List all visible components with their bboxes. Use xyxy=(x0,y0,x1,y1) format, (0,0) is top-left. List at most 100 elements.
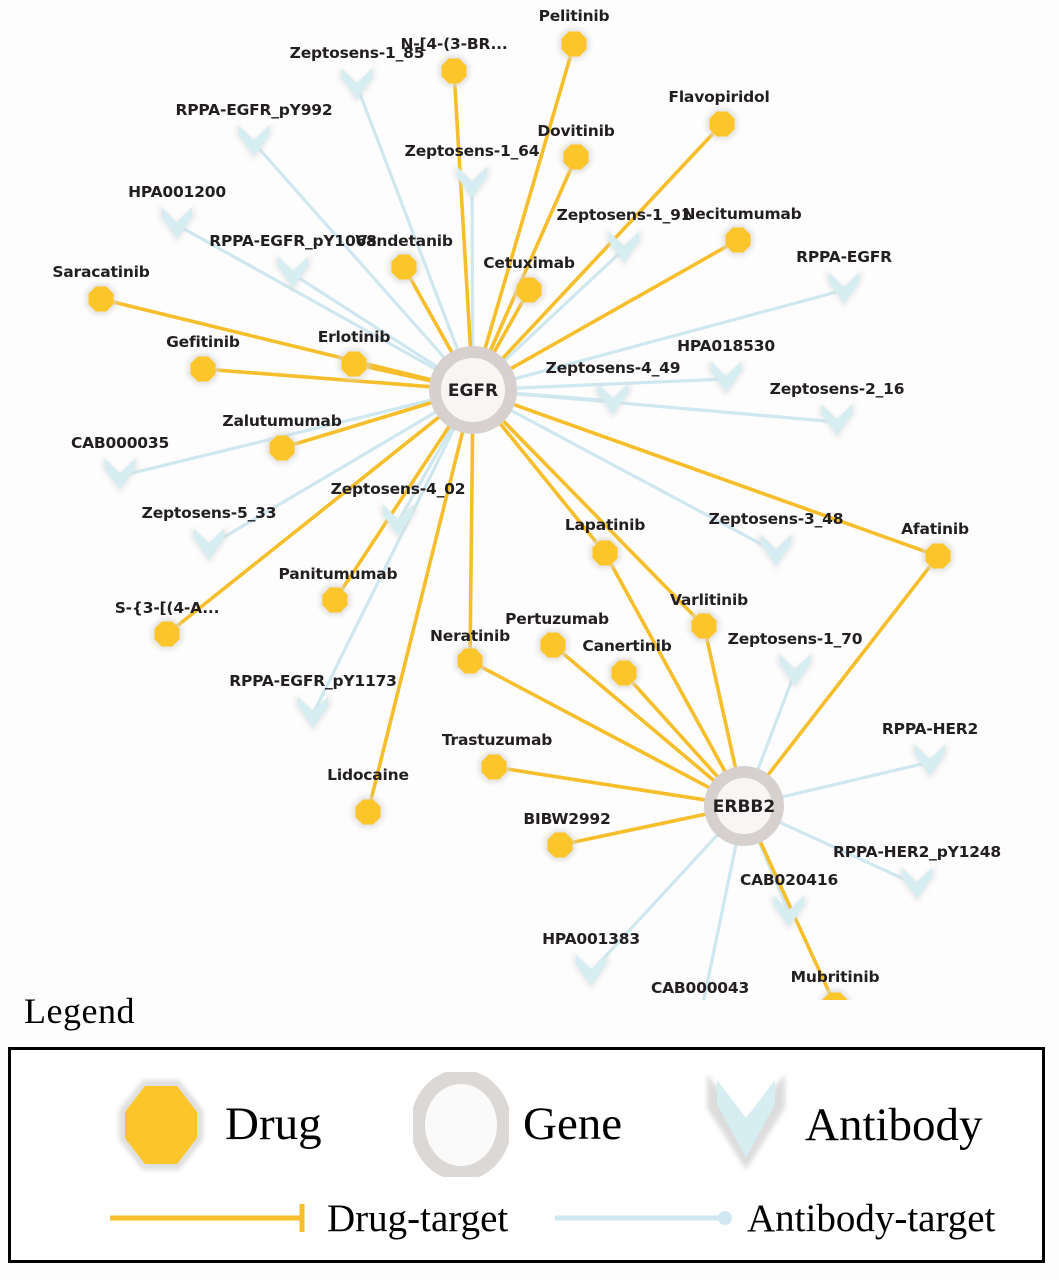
drug-node xyxy=(725,227,751,253)
drug-node xyxy=(691,613,717,639)
antibody-node xyxy=(105,458,135,490)
drug-node xyxy=(925,543,951,569)
drug-node xyxy=(481,754,507,780)
drug-node xyxy=(391,254,417,280)
drug-node xyxy=(355,799,381,825)
drug-label: Saracatinib xyxy=(52,263,150,281)
antibody-nodes xyxy=(102,66,948,1000)
legend-label-gene: Gene xyxy=(523,1098,623,1150)
drug-node xyxy=(592,540,618,566)
drug-node xyxy=(709,111,735,137)
antibody-icon xyxy=(707,1074,785,1170)
drug-node xyxy=(154,621,180,647)
drug-label: Pertuzumab xyxy=(505,610,609,628)
legend-item-drug-target: Drug-target xyxy=(106,1198,508,1238)
gene-node-core xyxy=(717,779,771,833)
antibody-node xyxy=(194,528,224,560)
drug-node xyxy=(561,31,587,57)
antibody-label: Zeptosens-2_16 xyxy=(769,380,905,398)
drug-label: Necitumumab xyxy=(682,205,802,223)
antibody-label: HPA001383 xyxy=(542,930,640,948)
drug-node xyxy=(822,992,848,1000)
drug-label: Lapatinib xyxy=(564,516,646,534)
antibody-node xyxy=(576,954,606,986)
antibody-target-edge-icon xyxy=(555,1211,732,1225)
antibody-node xyxy=(780,654,810,686)
drug-node xyxy=(322,587,348,613)
legend-label-antibody-target: Antibody-target xyxy=(747,1196,996,1240)
antibody-label: CAB000043 xyxy=(650,979,750,997)
antibody-node xyxy=(598,383,628,415)
antibody-label: Zeptosens-5_33 xyxy=(141,504,277,522)
drug-node xyxy=(611,660,637,686)
drug-label: Cetuximab xyxy=(483,254,575,272)
drug-icon xyxy=(119,1080,203,1170)
legend-label-antibody: Antibody xyxy=(805,1098,983,1151)
drug-node xyxy=(547,832,573,858)
antibody-label: CAB000035 xyxy=(70,434,170,452)
antibody-node xyxy=(774,895,804,927)
antibody-node xyxy=(383,504,413,536)
drug-target-edge-icon xyxy=(110,1204,305,1232)
drug-node xyxy=(563,144,589,170)
antibody-label: HPA001200 xyxy=(128,183,226,201)
drug-node xyxy=(341,351,367,377)
drug-label: Trastuzumab xyxy=(441,731,553,749)
legend-item-drug: Drug xyxy=(111,1072,322,1177)
antibody-label: Zeptosens-3_48 xyxy=(708,510,844,528)
drug-edges xyxy=(99,42,940,1000)
drug-label: N-[4-(3-BR... xyxy=(400,35,508,53)
drug-label: Afatinib xyxy=(901,520,969,538)
antibody-node xyxy=(162,207,192,239)
antibody-edges xyxy=(118,84,932,1000)
antibody-label: Zeptosens-1_85 xyxy=(289,44,425,62)
legend-box: Drug Gene Antibody xyxy=(8,1047,1045,1263)
legend-item-antibody: Antibody xyxy=(701,1070,983,1180)
drug-label: Erlotinib xyxy=(317,328,391,346)
legend-edge-row: Drug-target Antibody-target xyxy=(11,1188,1042,1258)
gene-nodes xyxy=(429,346,784,846)
drug-label: Neratinib xyxy=(430,627,510,645)
drug-label: Zalutumumab xyxy=(222,412,342,430)
legend-item-gene: Gene xyxy=(413,1072,622,1177)
antibody-label: HPA018530 xyxy=(677,337,775,355)
legend-item-antibody-target: Antibody-target xyxy=(551,1198,995,1238)
antibody-label: RPPA-EGFR_pY992 xyxy=(175,101,333,119)
drug-nodes xyxy=(85,28,954,1000)
legend-title: Legend xyxy=(24,991,135,1031)
antibody-label: RPPA-EGFR_pY1068 xyxy=(209,232,377,250)
drug-node xyxy=(269,435,295,461)
gene-node-core xyxy=(442,359,504,421)
gene-label: ERBB2 xyxy=(713,797,775,817)
drug-node xyxy=(441,58,467,84)
antibody-label: Zeptosens-1_70 xyxy=(727,630,863,648)
drug-label: S-{3-[(4-A... xyxy=(114,599,220,617)
drug-label: Canertinib xyxy=(582,637,672,655)
antibody-node xyxy=(457,166,487,198)
gene-label: EGFR xyxy=(448,381,498,401)
drug-label: Flavopiridol xyxy=(668,88,770,106)
antibody-node xyxy=(822,404,852,436)
drug-node xyxy=(516,277,542,303)
antibody-label: RPPA-HER2_pY1248 xyxy=(833,843,1001,861)
drug-label: BIBW2992 xyxy=(523,810,611,828)
antibody-node xyxy=(915,744,945,776)
drug-label: Panitumumab xyxy=(278,565,398,583)
drug-label: Varlitinib xyxy=(669,591,749,609)
legend: Legend Drug Gene xyxy=(0,990,1059,1263)
gene-icon xyxy=(413,1072,509,1177)
antibody-label: Zeptosens-4_02 xyxy=(330,480,466,498)
antibody-label: RPPA-EGFR xyxy=(796,248,892,266)
drug-label: Lidocaine xyxy=(327,766,409,784)
drug-label: Dovitinib xyxy=(537,122,615,140)
legend-node-row: Drug Gene Antibody xyxy=(11,1064,1042,1184)
antibody-node xyxy=(278,256,308,288)
drug-node xyxy=(457,648,483,674)
antibody-node xyxy=(902,867,932,899)
antibody-node xyxy=(298,696,328,728)
drug-label: Vandetanib xyxy=(355,232,453,250)
antibody-label: Zeptosens-4_49 xyxy=(545,359,681,377)
antibody-label: RPPA-EGFR_pY1173 xyxy=(229,672,397,690)
legend-label-drug: Drug xyxy=(225,1098,322,1150)
